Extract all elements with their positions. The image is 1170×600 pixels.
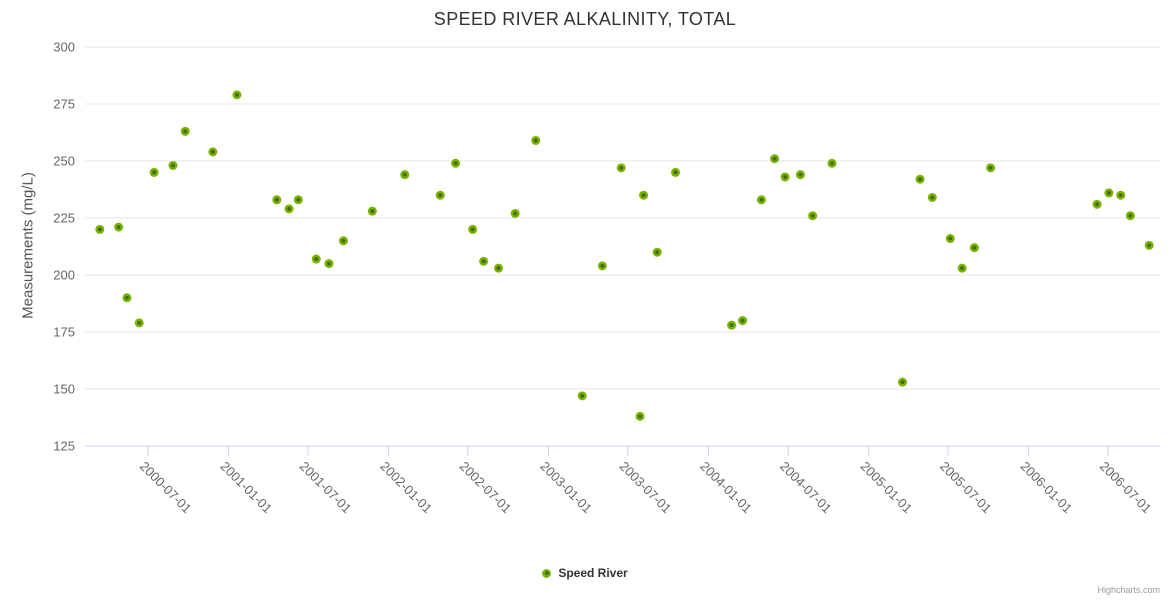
data-point[interactable] — [531, 135, 541, 145]
data-point[interactable] — [311, 254, 321, 264]
x-tick-label: 2002-01-01 — [377, 459, 435, 517]
data-point[interactable] — [577, 391, 587, 401]
data-point[interactable] — [208, 147, 218, 157]
x-tick-label: 2006-01-01 — [1018, 459, 1076, 517]
data-point[interactable] — [284, 204, 294, 214]
y-tick-label: 200 — [53, 268, 75, 283]
y-tick-label: 150 — [53, 382, 75, 397]
data-point[interactable] — [795, 170, 805, 180]
x-tick-label: 2002-07-01 — [457, 459, 515, 517]
data-point[interactable] — [510, 208, 520, 218]
chart-title: SPEED RIVER ALKALINITY, TOTAL — [433, 9, 737, 29]
data-point[interactable] — [597, 261, 607, 271]
data-point[interactable] — [808, 211, 818, 221]
data-point[interactable] — [122, 293, 132, 303]
data-point[interactable] — [652, 247, 662, 257]
data-point[interactable] — [1144, 240, 1154, 250]
x-tick-label: 2004-07-01 — [777, 459, 835, 517]
data-point[interactable] — [927, 192, 937, 202]
x-tick-label: 2003-07-01 — [617, 459, 675, 517]
data-point[interactable] — [635, 411, 645, 421]
legend-marker-icon — [542, 568, 552, 578]
data-point[interactable] — [780, 172, 790, 182]
data-point[interactable] — [451, 158, 461, 168]
data-point[interactable] — [272, 195, 282, 205]
x-tick-label: 2005-07-01 — [937, 459, 995, 517]
x-tick-label: 2000-07-01 — [137, 459, 195, 517]
data-point[interactable] — [367, 206, 377, 216]
x-tick-label: 2005-01-01 — [858, 459, 916, 517]
data-point[interactable] — [1104, 188, 1114, 198]
data-point[interactable] — [400, 170, 410, 180]
data-point[interactable] — [479, 256, 489, 266]
y-tick-label: 275 — [53, 97, 75, 112]
legend-item-speed-river[interactable]: Speed River — [0, 566, 1170, 580]
data-point[interactable] — [639, 190, 649, 200]
x-tick-label: 2001-01-01 — [217, 459, 275, 517]
y-tick-label: 300 — [53, 40, 75, 55]
x-tick-label: 2004-01-01 — [697, 459, 755, 517]
data-point[interactable] — [134, 318, 144, 328]
data-point[interactable] — [168, 161, 178, 171]
data-point[interactable] — [756, 195, 766, 205]
data-point[interactable] — [1125, 211, 1135, 221]
legend-label: Speed River — [558, 566, 628, 580]
data-point[interactable] — [957, 263, 967, 273]
data-point[interactable] — [827, 158, 837, 168]
data-point[interactable] — [494, 263, 504, 273]
data-point[interactable] — [727, 320, 737, 330]
data-point[interactable] — [945, 234, 955, 244]
data-point[interactable] — [986, 163, 996, 173]
data-point[interactable] — [338, 236, 348, 246]
y-tick-label: 175 — [53, 325, 75, 340]
data-point[interactable] — [149, 167, 159, 177]
data-point[interactable] — [435, 190, 445, 200]
x-tick-label: 2001-07-01 — [297, 459, 355, 517]
y-tick-label: 250 — [53, 154, 75, 169]
y-tick-label: 225 — [53, 211, 75, 226]
data-point[interactable] — [898, 377, 908, 387]
y-tick-label: 125 — [53, 439, 75, 454]
data-point[interactable] — [114, 222, 124, 232]
data-point[interactable] — [95, 224, 105, 234]
data-point[interactable] — [293, 195, 303, 205]
data-point[interactable] — [969, 243, 979, 253]
data-point[interactable] — [1116, 190, 1126, 200]
data-point[interactable] — [915, 174, 925, 184]
data-point[interactable] — [738, 316, 748, 326]
data-point[interactable] — [180, 126, 190, 136]
highcharts-credit-link[interactable]: Highcharts.com — [1097, 585, 1160, 595]
data-point[interactable] — [1092, 199, 1102, 209]
data-point[interactable] — [468, 224, 478, 234]
x-tick-label: 2003-01-01 — [537, 459, 595, 517]
data-point[interactable] — [232, 90, 242, 100]
data-point[interactable] — [616, 163, 626, 173]
data-point[interactable] — [770, 154, 780, 164]
x-tick-label: 2006-07-01 — [1097, 459, 1155, 517]
data-point[interactable] — [324, 259, 334, 269]
data-point[interactable] — [671, 167, 681, 177]
